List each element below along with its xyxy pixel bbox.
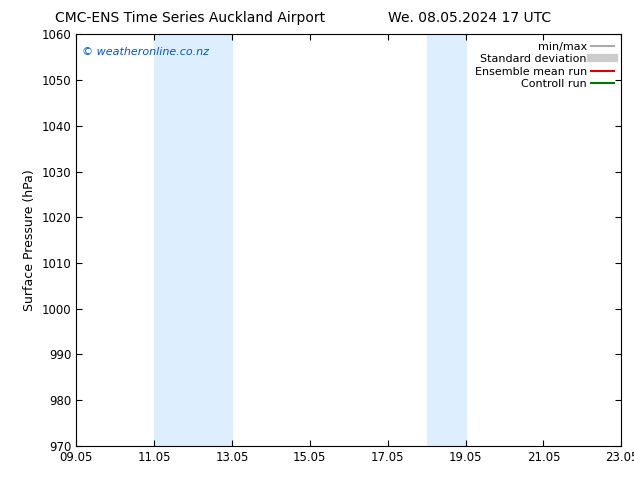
Y-axis label: Surface Pressure (hPa): Surface Pressure (hPa) — [23, 169, 36, 311]
Text: CMC-ENS Time Series Auckland Airport: CMC-ENS Time Series Auckland Airport — [55, 11, 325, 25]
Bar — [154, 34, 232, 446]
Text: © weatheronline.co.nz: © weatheronline.co.nz — [82, 47, 209, 57]
Bar — [427, 34, 465, 446]
Text: We. 08.05.2024 17 UTC: We. 08.05.2024 17 UTC — [387, 11, 551, 25]
Legend: min/max, Standard deviation, Ensemble mean run, Controll run: min/max, Standard deviation, Ensemble me… — [472, 40, 616, 91]
